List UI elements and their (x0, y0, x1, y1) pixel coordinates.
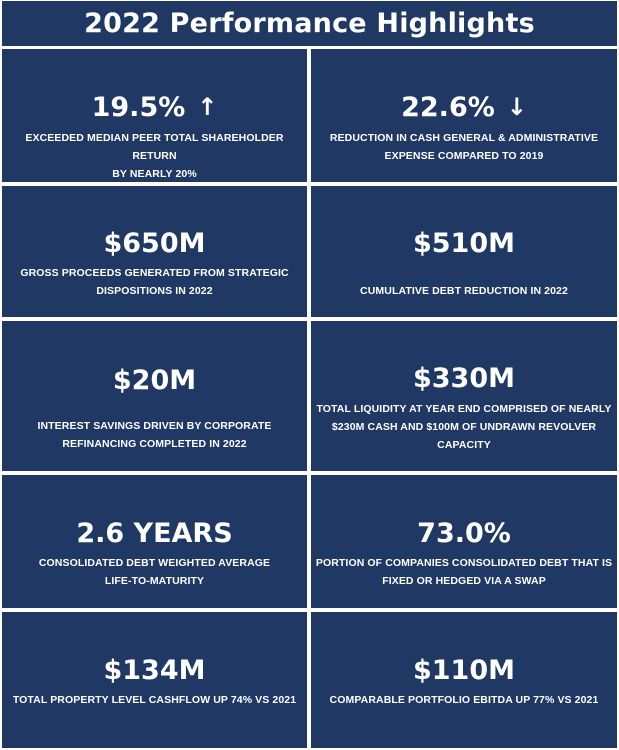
highlight-tile-liquidity: $330M TOTAL LIQUIDITY AT YEAR END COMPRI… (311, 321, 617, 471)
highlight-tile-maturity: 2.6 YEARS CONSOLIDATED DEBT WEIGHTED AVE… (2, 475, 307, 608)
highlight-value: 19.5% ↑ (2, 92, 307, 123)
highlight-value: $20M (112, 365, 197, 396)
description-line: REFINANCING COMPLETED IN 2022 (62, 438, 247, 450)
description-line: TOTAL PROPERTY LEVEL CASHFLOW UP 74% VS … (12, 694, 297, 706)
highlight-value-text: 22.6% (401, 92, 495, 123)
highlight-tile-debt-reduction: $510M CUMULATIVE DEBT REDUCTION IN 2022 (311, 186, 617, 317)
description-line: GROSS PROCEEDS GENERATED FROM STRATEGIC (20, 267, 289, 279)
highlight-value: $510M (412, 228, 515, 259)
highlight-tile-fixed-debt: 73.0% PORTION OF COMPANIES CONSOLIDATED … (311, 475, 617, 608)
description-line: REDUCTION IN CASH GENERAL & ADMINISTRATI… (329, 132, 599, 144)
highlight-description: PORTION OF COMPANIES CONSOLIDATED DEBT T… (315, 554, 613, 590)
highlight-description: CONSOLIDATED DEBT WEIGHTED AVERAGE LIFE-… (6, 554, 303, 590)
highlight-tile-cashflow: $134M TOTAL PROPERTY LEVEL CASHFLOW UP 7… (2, 612, 307, 748)
description-line: EXCEEDED MEDIAN PEER TOTAL SHAREHOLDER R… (25, 132, 284, 162)
highlight-tile-ebitda: $110M COMPARABLE PORTFOLIO EBITDA UP 77%… (311, 612, 617, 748)
description-line: $230M CASH AND $100M OF UNDRAWN REVOLVER (331, 421, 597, 433)
description-line: INTEREST SAVINGS DRIVEN BY CORPORATE (37, 420, 272, 432)
highlight-description: INTEREST SAVINGS DRIVEN BY CORPORATE REF… (6, 417, 303, 453)
highlight-description: CUMULATIVE DEBT REDUCTION IN 2022 (315, 282, 613, 300)
description-line: PORTION OF COMPANIES CONSOLIDATED DEBT T… (315, 557, 613, 569)
description-line: DISPOSITIONS IN 2022 (96, 285, 213, 297)
highlight-value: 73.0% (417, 518, 511, 549)
highlight-value: $330M (412, 363, 515, 394)
highlight-description: COMPARABLE PORTFOLIO EBITDA UP 77% VS 20… (315, 691, 613, 709)
description-line: EXPENSE COMPARED TO 2019 (384, 150, 544, 162)
description-line: CONSOLIDATED DEBT WEIGHTED AVERAGE (38, 557, 271, 569)
highlight-tile-gna: 22.6% ↓ REDUCTION IN CASH GENERAL & ADMIN… (311, 49, 617, 182)
highlight-description: TOTAL LIQUIDITY AT YEAR END COMPRISED OF… (315, 400, 613, 454)
highlight-description: EXCEEDED MEDIAN PEER TOTAL SHAREHOLDER R… (6, 129, 303, 182)
description-line: COMPARABLE PORTFOLIO EBITDA UP 77% VS 20… (329, 694, 599, 706)
highlight-value: 22.6% ↓ (311, 92, 617, 123)
highlight-description: TOTAL PROPERTY LEVEL CASHFLOW UP 74% VS … (6, 691, 303, 709)
highlight-tile-tsr: 19.5% ↑ EXCEEDED MEDIAN PEER TOTAL SHAREH… (2, 49, 307, 182)
description-line: CAPACITY (437, 439, 491, 451)
up-arrow-icon: ↑ (197, 93, 218, 121)
highlight-tile-proceeds: $650M GROSS PROCEEDS GENERATED FROM STRA… (2, 186, 307, 317)
highlight-description: GROSS PROCEEDS GENERATED FROM STRATEGIC … (6, 264, 303, 300)
highlight-tile-interest-savings: $20M INTEREST SAVINGS DRIVEN BY CORPORAT… (2, 321, 307, 471)
highlight-value-text: 19.5% (91, 92, 186, 123)
description-line: LIFE-TO-MATURITY (104, 575, 205, 587)
highlight-value: 2.6 YEARS (76, 518, 233, 549)
description-line: FIXED OR HEDGED VIA A SWAP (382, 575, 546, 587)
page-title: 2022 Performance Highlights (2, 1, 617, 46)
down-arrow-icon: ↓ (506, 93, 527, 121)
highlight-value: $650M (103, 228, 206, 259)
description-line: TOTAL LIQUIDITY AT YEAR END COMPRISED OF… (316, 403, 612, 415)
highlight-value: $134M (103, 655, 206, 686)
description-line: CUMULATIVE DEBT REDUCTION IN 2022 (360, 285, 568, 297)
description-line: BY NEARLY 20% (112, 168, 197, 180)
highlight-description: REDUCTION IN CASH GENERAL & ADMINISTRATI… (315, 129, 613, 165)
highlight-value: $110M (412, 655, 515, 686)
